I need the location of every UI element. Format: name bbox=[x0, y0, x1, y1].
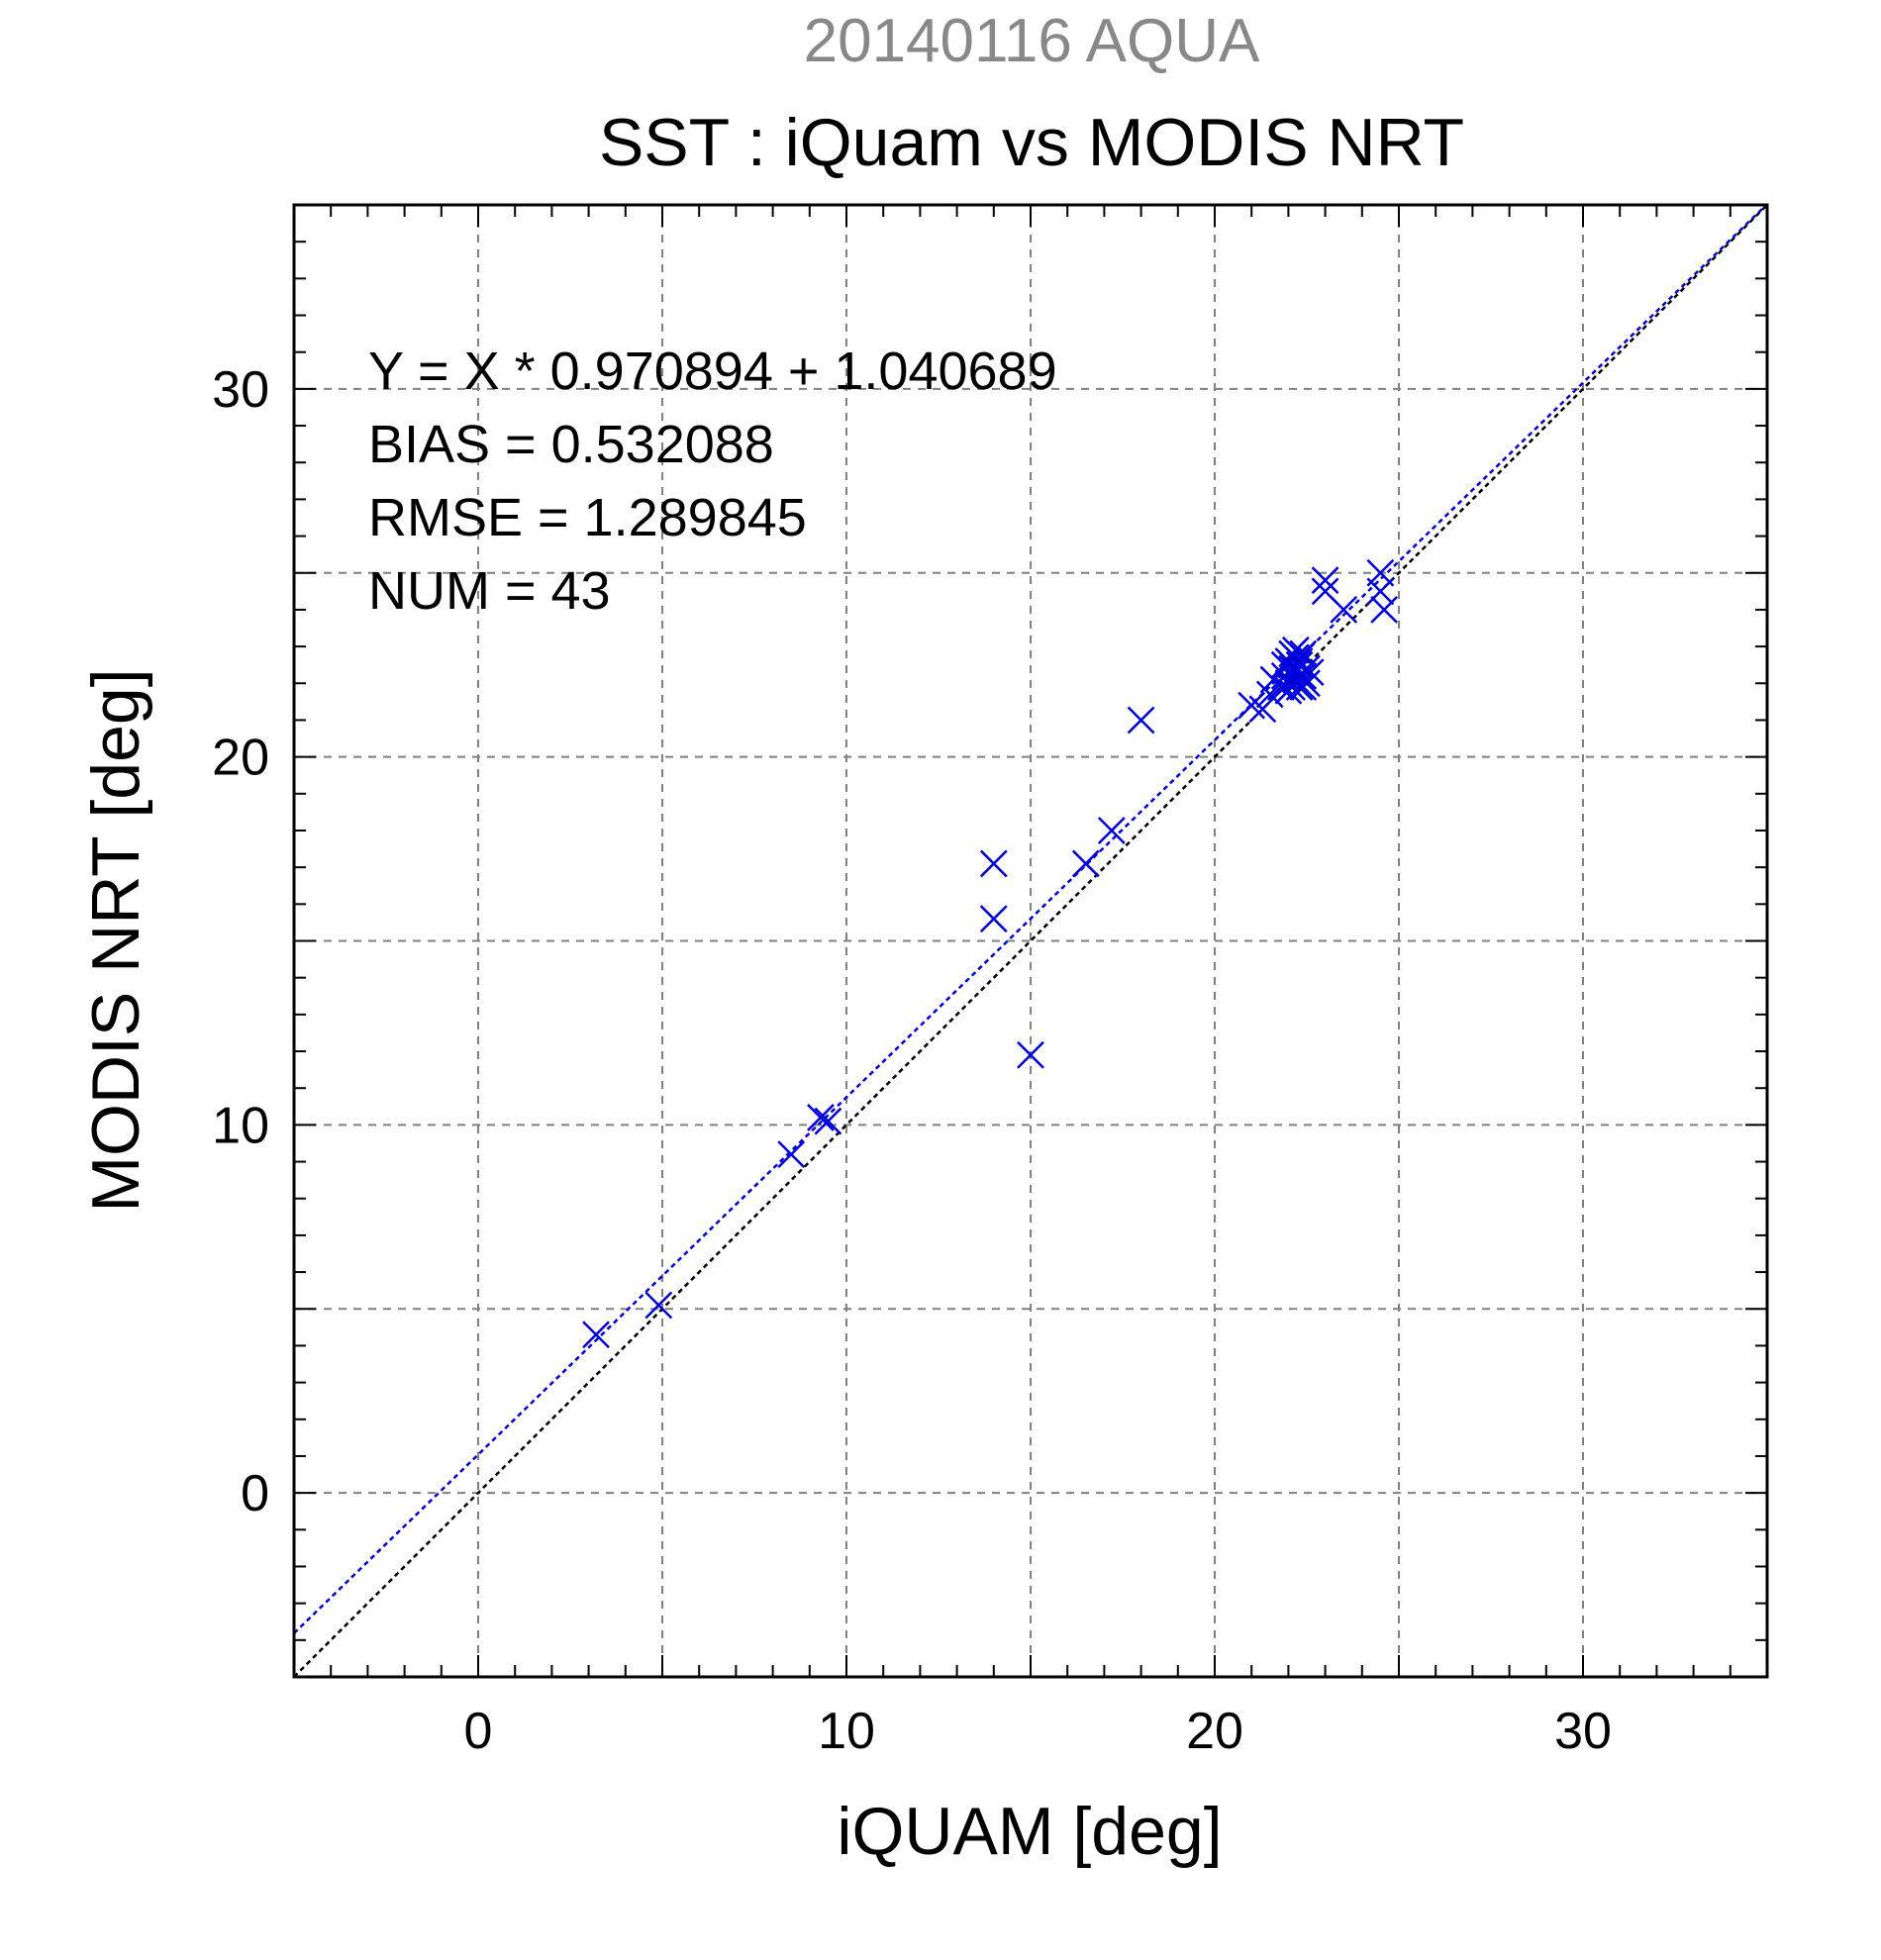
data-point bbox=[1281, 636, 1310, 664]
y-axis-label: MODIS NRT [deg] bbox=[78, 668, 153, 1212]
data-point bbox=[1274, 676, 1303, 705]
data-point bbox=[1238, 691, 1266, 720]
data-point bbox=[1330, 596, 1358, 624]
data-point bbox=[1293, 669, 1321, 698]
data-point bbox=[1311, 566, 1339, 595]
data-point bbox=[979, 905, 1008, 933]
tick-labels: 0 10 20 30 0 10 20 30 bbox=[212, 361, 1612, 1760]
x-tick-label: 20 bbox=[1186, 1703, 1243, 1760]
data-point bbox=[1017, 1040, 1044, 1069]
stats-line-num: NUM = 43 bbox=[368, 561, 611, 621]
data-point bbox=[777, 1140, 806, 1168]
stats-box: Y = X * 0.970894 + 1.040689 BIAS = 0.532… bbox=[368, 342, 1057, 621]
data-point bbox=[1248, 695, 1277, 724]
data-point bbox=[1285, 673, 1314, 701]
data-points bbox=[582, 558, 1399, 1349]
data-point bbox=[979, 849, 1008, 878]
stats-line-rmse: RMSE = 1.289845 bbox=[368, 488, 807, 547]
data-point bbox=[1127, 706, 1155, 735]
data-point bbox=[807, 1104, 835, 1131]
x-tick-label: 30 bbox=[1554, 1703, 1612, 1760]
y-tick-label: 0 bbox=[241, 1465, 269, 1522]
data-point bbox=[1071, 849, 1100, 878]
grid-lines bbox=[294, 205, 1767, 1677]
data-point bbox=[1270, 650, 1299, 679]
data-point bbox=[644, 1291, 673, 1320]
regression-line bbox=[293, 204, 1768, 1634]
chart-title: SST : iQuam vs MODIS NRT bbox=[599, 105, 1464, 180]
x-tick-label: 10 bbox=[818, 1703, 875, 1760]
data-point bbox=[814, 1107, 842, 1135]
data-point bbox=[1097, 817, 1126, 844]
y-tick-label: 20 bbox=[212, 730, 269, 787]
reference-lines bbox=[293, 204, 1768, 1678]
stats-line-bias: BIAS = 0.532088 bbox=[368, 415, 774, 474]
x-axis-label: iQUAM [deg] bbox=[837, 1794, 1222, 1869]
stats-line-fit: Y = X * 0.970894 + 1.040689 bbox=[368, 342, 1057, 401]
data-point bbox=[1296, 658, 1325, 687]
data-point bbox=[1370, 596, 1399, 624]
plot-frame bbox=[292, 203, 1769, 1679]
data-point bbox=[582, 1321, 610, 1349]
data-point bbox=[1366, 577, 1395, 606]
date-title: 20140116 AQUA bbox=[804, 7, 1260, 75]
y-tick-label: 30 bbox=[212, 361, 269, 419]
x-tick-label: 0 bbox=[464, 1703, 493, 1760]
y-tick-label: 10 bbox=[212, 1097, 269, 1154]
